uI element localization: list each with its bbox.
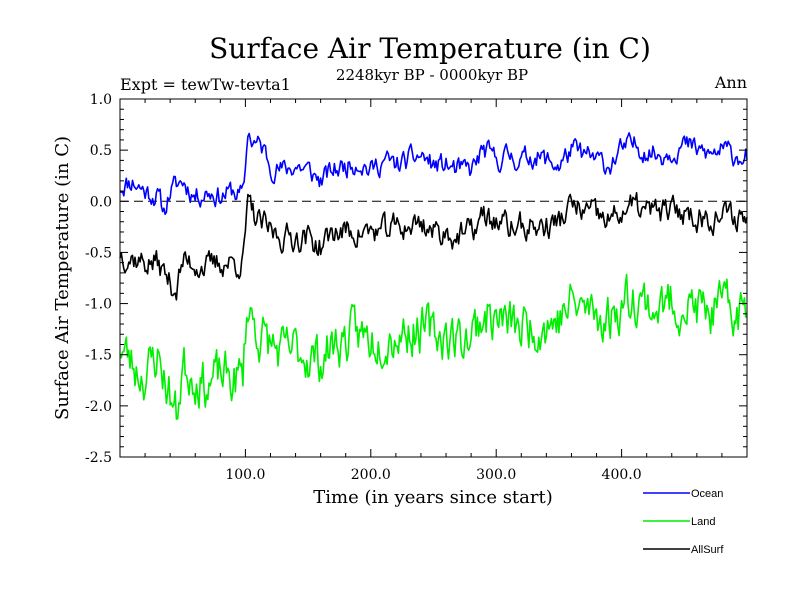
- y-tick-label: -1.0: [85, 297, 112, 313]
- series-line-ocean: [119, 132, 748, 215]
- y-tick-label: 1.0: [90, 92, 112, 108]
- y-tick-label: -1.5: [85, 348, 112, 364]
- chart-title: Surface Air Temperature (in C): [209, 32, 651, 65]
- chart-subtitle: 2248kyr BP - 0000kyr BP: [336, 66, 528, 84]
- x-axis: 100.0 200.0 300.0 400.0: [144, 99, 723, 483]
- legend: Ocean Land AllSurf: [643, 488, 724, 556]
- y-tick-label: -0.5: [85, 245, 112, 261]
- x-tick-label: 200.0: [351, 467, 391, 483]
- x-axis-label: Time (in years since start): [313, 487, 553, 508]
- x-tick-label: 400.0: [602, 467, 642, 483]
- season-label: Ann: [714, 73, 747, 92]
- y-axis-label: Surface Air Temperature (in C): [52, 136, 73, 420]
- x-tick-label: 300.0: [476, 467, 516, 483]
- y-tick-label: 0.5: [90, 143, 112, 159]
- legend-label-land: Land: [691, 516, 715, 528]
- y-axis: 1.0 0.5 0.0 -0.5 -1.0 -1.5 -2.0 -2.5: [85, 92, 747, 466]
- experiment-label: Expt = tewTw-tevta1: [120, 75, 291, 94]
- series-line-land: [119, 273, 748, 420]
- y-tick-label: 0.0: [90, 194, 112, 210]
- y-tick-label: -2.5: [85, 450, 112, 466]
- plot-frame: [119, 98, 748, 458]
- x-tick-label: 100.0: [225, 467, 265, 483]
- y-tick-label: -2.0: [85, 399, 112, 415]
- plot-area: [119, 132, 748, 420]
- series-line-allsurf: [119, 192, 748, 301]
- legend-label-allsurf: AllSurf: [691, 544, 724, 556]
- legend-label-ocean: Ocean: [691, 488, 723, 500]
